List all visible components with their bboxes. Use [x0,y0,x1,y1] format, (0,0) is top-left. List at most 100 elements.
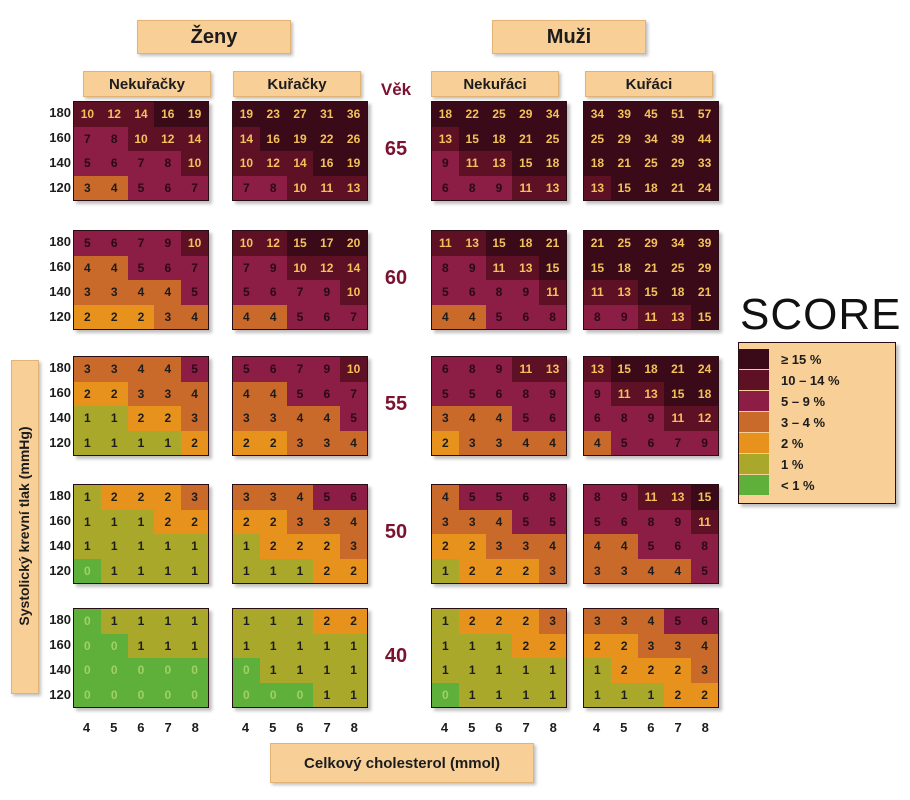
risk-cell: 6 [259,357,287,382]
risk-cell: 6 [512,485,540,510]
risk-cell: 13 [458,231,486,256]
risk-cell: 10 [286,175,314,200]
risk-cell: 1 [74,485,101,510]
risk-cell: 10 [286,255,314,280]
risk-cell: 1 [313,633,341,658]
risk-cell: 12 [691,406,718,431]
risk-cell: 51 [664,102,692,127]
risk-cell: 3 [154,381,182,406]
risk-cell: 2 [512,633,540,658]
risk-cell: 39 [664,126,692,151]
risk-cell: 1 [181,633,208,658]
risk-cell: 4 [664,558,692,583]
header-women: Ženy [137,20,291,54]
risk-cell: 7 [340,381,367,406]
risk-cell: 5 [664,609,692,634]
risk-cell: 5 [432,280,459,305]
risk-cell: 11 [485,255,513,280]
risk-cell: 2 [154,509,182,534]
risk-cell: 6 [432,175,459,200]
risk-cell: 7 [664,430,692,455]
risk-cell: 15 [664,381,692,406]
risk-cell: 44 [691,126,718,151]
risk-cell: 18 [539,151,566,176]
risk-cell: 3 [313,509,341,534]
age-header: Věk [380,80,412,99]
risk-cell: 2 [512,609,540,634]
risk-cell: 1 [340,682,367,707]
age-label: 50 [384,521,408,543]
risk-cell: 4 [74,255,101,280]
x-tick-label: 4 [592,720,601,735]
risk-cell: 18 [485,126,513,151]
risk-cell: 7 [286,357,314,382]
risk-cell: 2 [74,381,101,406]
risk-cell: 1 [74,406,101,431]
x-tick-label: 6 [296,720,304,735]
x-tick-label: 7 [674,720,682,735]
risk-cell: 3 [74,175,101,200]
risk-cell: 1 [485,682,513,707]
risk-cell: 4 [432,485,459,510]
risk-cell: 7 [233,175,260,200]
risk-cell: 1 [233,558,260,583]
risk-cell: 6 [584,406,611,431]
risk-cell: 1 [74,509,101,534]
risk-cell: 14 [181,126,208,151]
risk-cell: 5 [127,175,155,200]
risk-cell: 4 [286,406,314,431]
risk-cell: 5 [458,485,486,510]
risk-cell: 3 [181,485,208,510]
legend-swatch [739,391,769,411]
risk-cell: 15 [691,485,718,510]
subheader-nonsmokers-women: Nekuřačky [83,71,211,97]
risk-cell: 36 [340,102,367,127]
risk-cell: 1 [181,609,208,634]
x-tick-label: 7 [164,720,172,735]
risk-cell: 4 [637,558,665,583]
risk-cell: 31 [313,102,341,127]
risk-cell: 2 [100,381,128,406]
risk-cell: 4 [539,534,566,559]
risk-cell: 1 [154,534,182,559]
age-label: 65 [384,138,408,160]
risk-cell: 18 [512,231,540,256]
legend-label: 2 % [781,435,804,451]
risk-cell: 5 [127,255,155,280]
risk-cell: 8 [691,534,718,559]
risk-cell: 39 [691,231,718,256]
risk-cell: 11 [664,406,692,431]
risk-cell: 18 [637,357,665,382]
risk-cell: 11 [539,280,566,305]
risk-cell: 6 [340,485,367,510]
age-label: 60 [384,267,408,289]
risk-cell: 2 [259,430,287,455]
risk-cell: 3 [100,357,128,382]
risk-cell: 0 [286,682,314,707]
risk-cell: 3 [154,304,182,329]
risk-cell: 12 [313,255,341,280]
risk-panel: 34 39 45 51 57 25 29 34 39 44 18 21 25 29 33 13 15 18 21 24 [583,101,719,201]
risk-cell: 2 [154,485,182,510]
risk-cell: 2 [691,682,718,707]
risk-cell: 4 [127,357,155,382]
risk-cell: 5 [233,280,260,305]
risk-cell: 15 [610,357,638,382]
risk-cell: 3 [74,357,101,382]
risk-cell: 11 [512,175,540,200]
risk-cell: 11 [432,231,459,256]
risk-cell: 0 [74,633,101,658]
risk-cell: 1 [432,558,459,583]
risk-cell: 34 [664,231,692,256]
risk-panel: 5 6 7 9 10 4 4 5 6 7 3 3 4 4 5 2 2 2 3 4 [73,230,209,330]
risk-cell: 1 [233,633,260,658]
x-tick-label: 4 [440,720,449,735]
risk-panel: 10 12 15 17 20 7 9 10 12 14 5 6 7 9 10 4 4 5 6 7 [232,230,368,330]
risk-cell: 19 [233,102,260,127]
legend-label: 3 – 4 % [781,414,826,430]
risk-cell: 6 [485,381,513,406]
risk-cell: 3 [181,406,208,431]
risk-cell: 9 [637,406,665,431]
risk-cell: 15 [512,151,540,176]
